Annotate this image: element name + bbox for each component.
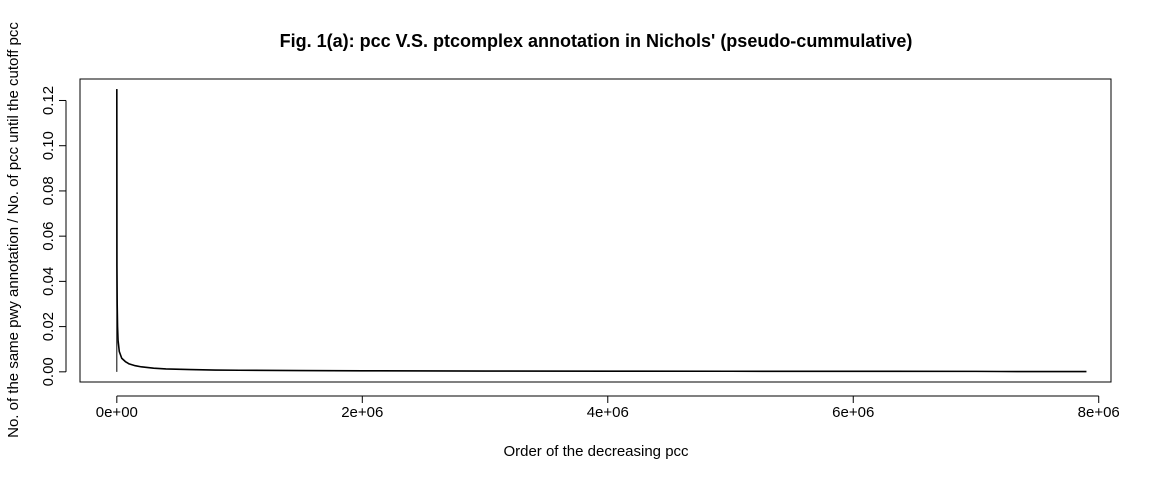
y-tick-label: 0.08 [40,176,57,205]
y-axis-label: No. of the same pwy annotation / No. of … [5,22,22,438]
series-line [116,89,1087,373]
series-group [116,89,1087,373]
y-tick-label: 0.02 [40,312,57,341]
chart-title: Fig. 1(a): pcc V.S. ptcomplex annotation… [280,31,913,51]
y-tick-label: 0.12 [40,86,57,115]
x-tick-label: 2e+06 [341,404,383,421]
x-tick-label: 6e+06 [832,404,874,421]
y-tick-label: 0.00 [40,357,57,386]
x-tick-label: 0e+00 [96,404,138,421]
x-axis: 0e+00 2e+06 4e+06 6e+06 8e+06 [96,395,1120,421]
y-axis: 0.00 0.02 0.04 0.06 0.08 0.10 0.12 [40,86,67,386]
y-tick-label: 0.06 [40,222,57,251]
x-tick-label: 8e+06 [1078,404,1120,421]
x-axis-label: Order of the decreasing pcc [503,443,689,460]
x-tick-label: 4e+06 [587,404,629,421]
y-tick-label: 0.10 [40,131,57,160]
y-tick-label: 0.04 [40,267,57,296]
plot-frame [79,78,1112,383]
